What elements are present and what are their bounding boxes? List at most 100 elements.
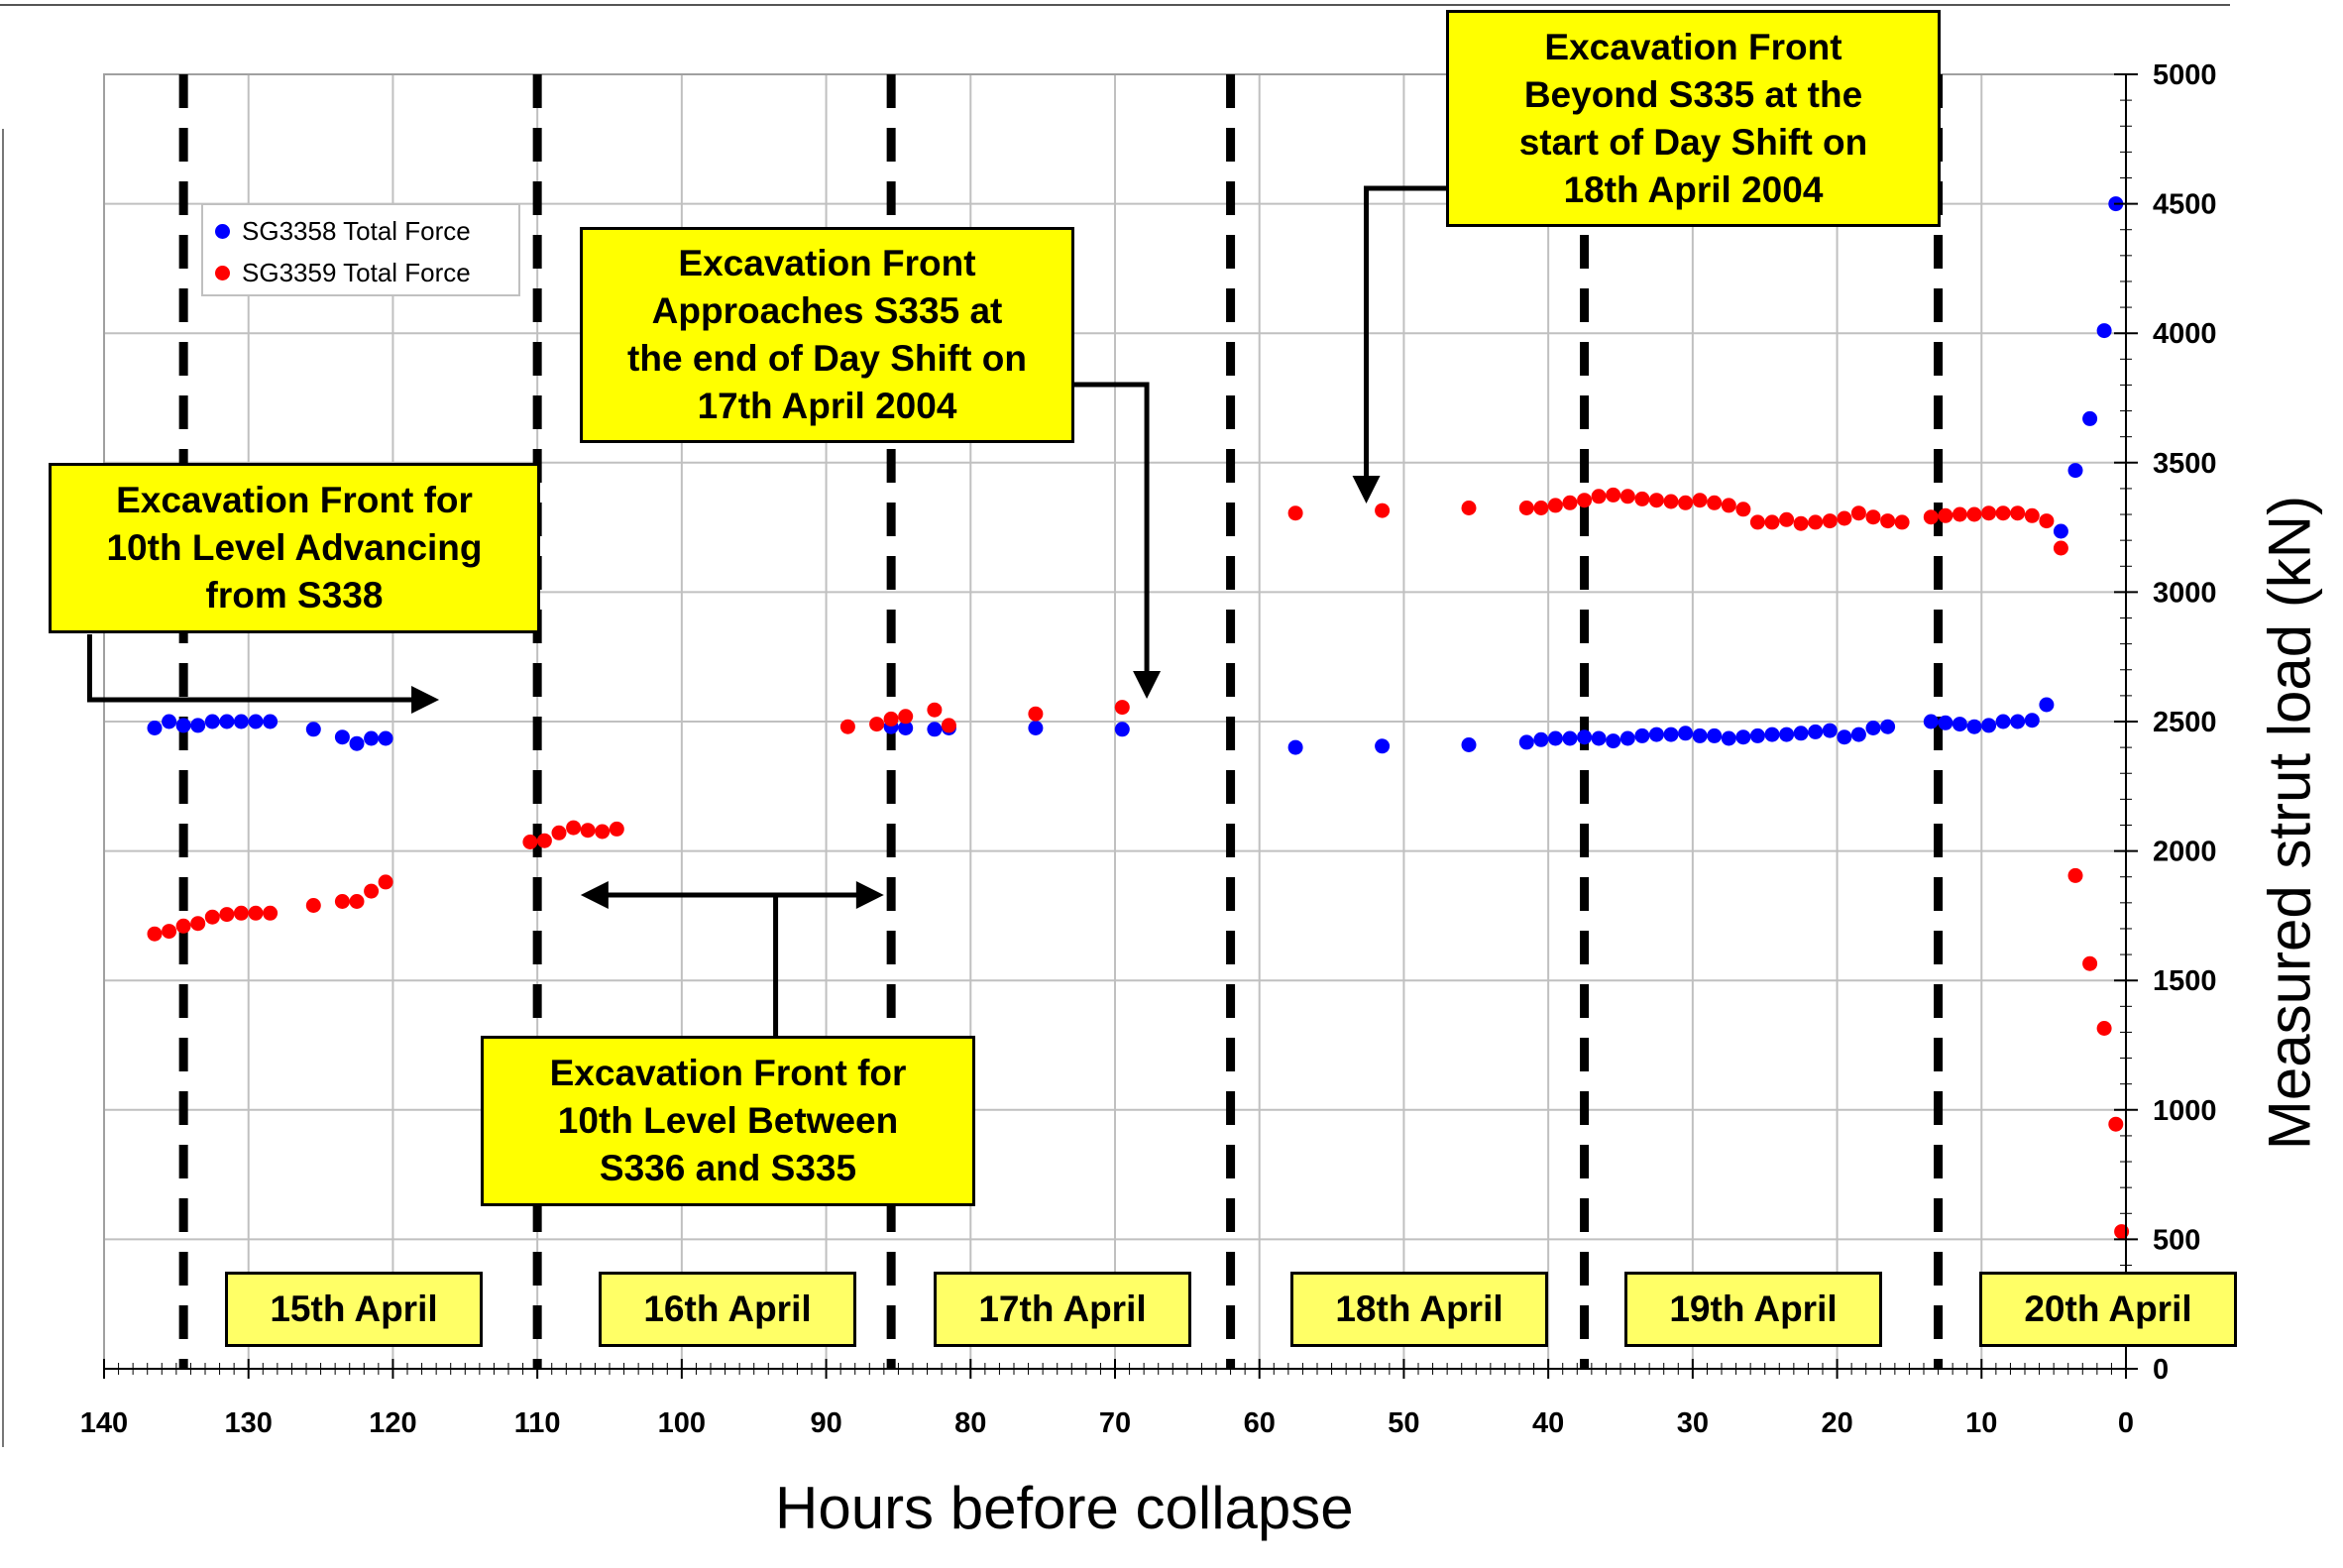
x-tick-label: 70 bbox=[1099, 1407, 1131, 1439]
x-tick-label: 120 bbox=[369, 1407, 416, 1439]
data-point-sg3359 bbox=[1692, 493, 1708, 508]
annotation-line: S336 and S335 bbox=[599, 1148, 857, 1188]
data-point-sg3359 bbox=[175, 918, 191, 934]
x-tick-label: 30 bbox=[1677, 1407, 1709, 1439]
data-point-sg3359 bbox=[248, 905, 264, 921]
x-tick-label: 130 bbox=[225, 1407, 273, 1439]
data-point-sg3359 bbox=[839, 719, 855, 734]
data-point-sg3358 bbox=[175, 718, 191, 733]
data-point-sg3358 bbox=[1793, 726, 1809, 741]
arrow-advancing-line bbox=[86, 634, 415, 703]
data-point-sg3359 bbox=[941, 718, 956, 733]
data-point-sg3358 bbox=[1692, 728, 1708, 743]
y-tick-label: 500 bbox=[2153, 1224, 2200, 1256]
day-label-20th-april: 20th April bbox=[1979, 1272, 2237, 1347]
annotation-beyond-s335: Excavation Front Beyond S335 at the star… bbox=[1446, 10, 1941, 227]
data-point-sg3359 bbox=[1634, 491, 1650, 506]
annotation-line: Excavation Front bbox=[1544, 26, 1842, 67]
arrow-advancing-head bbox=[411, 686, 440, 714]
data-point-sg3358 bbox=[1562, 730, 1578, 746]
x-tick-label: 0 bbox=[2118, 1407, 2134, 1439]
data-point-sg3358 bbox=[263, 714, 279, 729]
data-point-sg3359 bbox=[1938, 507, 1953, 523]
data-point-sg3358 bbox=[162, 714, 177, 729]
data-point-sg3359 bbox=[1808, 514, 1824, 530]
data-point-sg3358 bbox=[1749, 728, 1765, 743]
data-point-sg3358 bbox=[190, 718, 206, 733]
data-point-sg3359 bbox=[2067, 867, 2083, 883]
day-label-15th-april: 15th April bbox=[225, 1272, 483, 1347]
arrow-approaches-head bbox=[1133, 671, 1162, 699]
data-point-sg3358 bbox=[1634, 728, 1650, 743]
data-point-sg3358 bbox=[1995, 714, 2011, 729]
data-point-sg3359 bbox=[2096, 1021, 2112, 1036]
arrow-between-right-head bbox=[855, 881, 884, 909]
data-point-sg3358 bbox=[1808, 724, 1824, 739]
data-point-sg3359 bbox=[2082, 955, 2098, 971]
data-point-sg3358 bbox=[1533, 731, 1549, 747]
data-point-sg3359 bbox=[1923, 509, 1939, 525]
data-point-sg3359 bbox=[580, 823, 596, 839]
data-point-sg3359 bbox=[204, 909, 220, 925]
annotation-line: Excavation Front for bbox=[116, 480, 473, 520]
data-point-sg3358 bbox=[1850, 727, 1866, 742]
data-point-sg3358 bbox=[1663, 727, 1679, 742]
x-axis-title: Hours before collapse bbox=[775, 1475, 1354, 1541]
data-point-sg3358 bbox=[1619, 730, 1635, 746]
legend-marker-blue bbox=[215, 223, 230, 239]
data-point-sg3359 bbox=[595, 824, 611, 840]
data-point-sg3358 bbox=[305, 722, 321, 737]
data-point-sg3358 bbox=[1923, 714, 1939, 729]
x-tick-label: 10 bbox=[1965, 1407, 1997, 1439]
x-tick-label: 50 bbox=[1388, 1407, 1419, 1439]
day-label-18th-april: 18th April bbox=[1290, 1272, 1548, 1347]
data-point-sg3359 bbox=[147, 926, 163, 942]
data-point-sg3359 bbox=[1707, 495, 1723, 510]
data-point-sg3359 bbox=[2108, 1116, 2124, 1132]
arrow-beyond-line bbox=[1364, 185, 1446, 484]
data-point-sg3359 bbox=[334, 894, 350, 909]
series-sg3359 bbox=[147, 487, 2130, 1240]
x-tick-label: 60 bbox=[1244, 1407, 1276, 1439]
data-point-sg3359 bbox=[1880, 513, 1896, 529]
x-tick-label: 110 bbox=[514, 1407, 561, 1439]
data-point-sg3359 bbox=[536, 833, 552, 848]
y-axis-title: Measured strut load (kN) bbox=[2256, 495, 2323, 1151]
data-point-sg3359 bbox=[1678, 495, 1694, 510]
data-point-sg3358 bbox=[2010, 714, 2026, 729]
x-tick-label: 100 bbox=[658, 1407, 706, 1439]
y-tick-label: 0 bbox=[2153, 1354, 2169, 1386]
x-tick-label: 20 bbox=[1821, 1407, 1852, 1439]
arrow-approaches-line bbox=[1074, 382, 1150, 679]
data-point-sg3358 bbox=[2039, 697, 2055, 713]
data-point-sg3359 bbox=[1562, 495, 1578, 510]
data-point-sg3358 bbox=[2067, 463, 2083, 479]
data-point-sg3359 bbox=[1547, 498, 1563, 513]
data-point-sg3359 bbox=[1518, 501, 1534, 515]
annotation-advancing-from-s338: Excavation Front for 10th Level Advancin… bbox=[49, 463, 540, 633]
data-point-sg3359 bbox=[1952, 506, 1967, 522]
annotation-line: from S338 bbox=[205, 575, 384, 616]
data-point-sg3359 bbox=[190, 916, 206, 932]
data-point-sg3358 bbox=[927, 722, 943, 737]
data-point-sg3359 bbox=[1028, 706, 1044, 722]
y-tick-label: 4500 bbox=[2153, 189, 2217, 221]
y-tick-label: 1500 bbox=[2153, 965, 2217, 997]
data-point-sg3359 bbox=[551, 825, 567, 840]
day-label-16th-april: 16th April bbox=[599, 1272, 856, 1347]
data-point-sg3358 bbox=[1287, 739, 1303, 755]
data-point-sg3358 bbox=[1461, 737, 1477, 752]
data-point-sg3358 bbox=[1707, 728, 1723, 743]
data-point-sg3358 bbox=[1865, 721, 1881, 735]
y-tick-label: 5000 bbox=[2153, 59, 2217, 91]
legend-item-sg3358: SG3358 Total Force bbox=[215, 211, 471, 251]
data-point-sg3359 bbox=[1114, 700, 1130, 716]
data-point-sg3359 bbox=[1619, 489, 1635, 504]
arrow-beyond-head bbox=[1352, 476, 1381, 504]
x-tick-label: 140 bbox=[80, 1407, 128, 1439]
data-point-sg3359 bbox=[1793, 515, 1809, 531]
day-label-19th-april: 19th April bbox=[1624, 1272, 1882, 1347]
legend-label: SG3359 Total Force bbox=[242, 257, 471, 287]
data-point-sg3358 bbox=[1822, 723, 1838, 738]
data-point-sg3358 bbox=[219, 714, 235, 729]
